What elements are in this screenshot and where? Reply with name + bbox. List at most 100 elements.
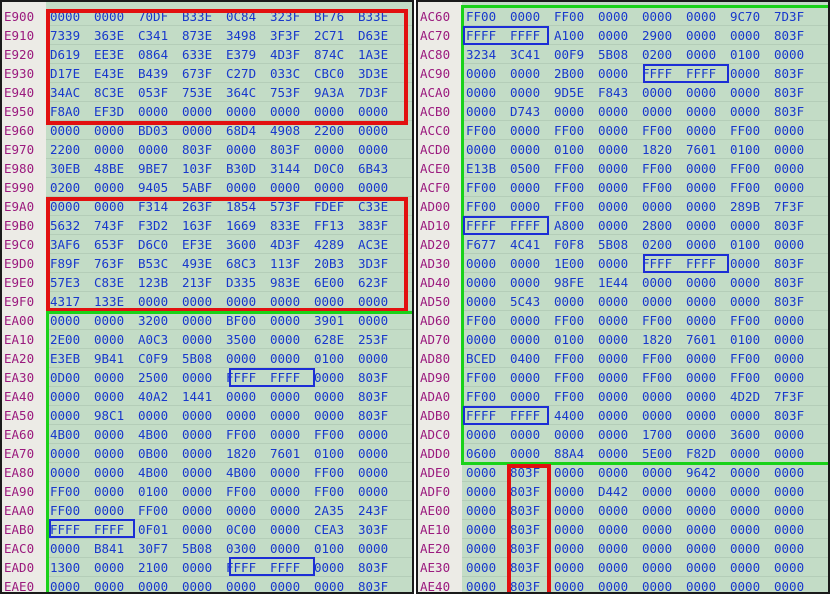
hex-word[interactable]: FF00 — [554, 351, 585, 366]
hex-word[interactable]: 263F — [182, 199, 213, 214]
hex-word[interactable]: 8C3E — [94, 85, 125, 100]
hex-word[interactable]: 0000 — [94, 560, 125, 575]
hex-word[interactable]: 98C1 — [94, 408, 125, 423]
hex-word[interactable]: 0000 — [598, 351, 629, 366]
hex-word[interactable]: 0000 — [182, 427, 213, 442]
hex-word[interactable]: 0000 — [94, 370, 125, 385]
hex-word[interactable]: FF00 — [642, 123, 673, 138]
hex-word[interactable]: 0000 — [774, 484, 805, 499]
hex-word[interactable]: 0000 — [686, 351, 717, 366]
hex-word[interactable]: D6C0 — [138, 237, 169, 252]
hex-word[interactable]: 0000 — [466, 256, 497, 271]
hex-word[interactable]: 803F — [774, 408, 805, 423]
hex-word[interactable]: 5B08 — [598, 237, 629, 252]
hex-word[interactable]: 213F — [182, 275, 213, 290]
hex-word[interactable]: 0000 — [50, 389, 81, 404]
hex-word[interactable]: CBC0 — [314, 66, 345, 81]
hex-word[interactable]: 1820 — [226, 446, 257, 461]
hex-word[interactable]: 0000 — [686, 579, 717, 594]
hex-word[interactable]: 0000 — [510, 370, 541, 385]
hex-word[interactable]: 0000 — [554, 579, 585, 594]
hex-word[interactable]: 0000 — [774, 465, 805, 480]
hex-word[interactable]: 0000 — [466, 85, 497, 100]
hex-word[interactable]: 3F3F — [270, 28, 301, 43]
hex-word[interactable]: 0000 — [358, 104, 389, 119]
hex-word[interactable]: 803F — [774, 66, 805, 81]
hex-word[interactable]: 0000 — [730, 218, 761, 233]
hex-word[interactable]: 803F — [510, 522, 541, 537]
hex-word[interactable]: 3498 — [226, 28, 257, 43]
hex-word[interactable]: 0000 — [466, 66, 497, 81]
hex-word[interactable]: 0000 — [598, 123, 629, 138]
hex-word[interactable]: 0000 — [358, 541, 389, 556]
hex-word[interactable]: 3200 — [138, 313, 169, 328]
hex-word[interactable]: 623F — [358, 275, 389, 290]
hex-panel-right[interactable]: AC60 FF00 0000 FF00 0000 0000 0000 9C70 7D3F AC70… — [416, 0, 830, 594]
hex-word[interactable]: 0000 — [598, 28, 629, 43]
hex-word[interactable]: 0000 — [182, 104, 213, 119]
hex-word[interactable]: 0B00 — [138, 446, 169, 461]
hex-word[interactable]: 0200 — [642, 237, 673, 252]
hex-word[interactable]: 0000 — [598, 256, 629, 271]
hex-word[interactable]: 0000 — [642, 389, 673, 404]
hex-word[interactable]: FFFF — [642, 256, 673, 271]
hex-word[interactable]: E3EB — [50, 351, 81, 366]
hex-word[interactable]: 9B41 — [94, 351, 125, 366]
hex-word[interactable]: 9A3A — [314, 85, 345, 100]
hex-word[interactable]: 1300 — [50, 560, 81, 575]
hex-word[interactable]: 7D3F — [774, 9, 805, 24]
hex-panel-left[interactable]: E900 0000 0000 70DF B33E 0C84 323F BF76 B33E E910… — [0, 0, 414, 594]
hex-word[interactable]: 0000 — [774, 560, 805, 575]
hex-word[interactable]: 493E — [182, 256, 213, 271]
hex-word[interactable]: 0000 — [730, 522, 761, 537]
hex-word[interactable]: D442 — [598, 484, 629, 499]
hex-word[interactable]: 133E — [94, 294, 125, 309]
hex-word[interactable]: 983E — [270, 275, 301, 290]
hex-word[interactable]: 0000 — [686, 522, 717, 537]
hex-word[interactable]: 0000 — [774, 47, 805, 62]
hex-word[interactable]: 803F — [510, 503, 541, 518]
hex-word[interactable]: 0000 — [686, 370, 717, 385]
hex-word[interactable]: 0000 — [270, 579, 301, 594]
hex-word[interactable]: EF3E — [182, 237, 213, 252]
hex-word[interactable]: 803F — [510, 579, 541, 594]
hex-word[interactable]: 0000 — [686, 275, 717, 290]
hex-word[interactable]: 0000 — [642, 541, 673, 556]
hex-word[interactable]: FFFF — [94, 522, 125, 537]
hex-word[interactable]: FF00 — [554, 9, 585, 24]
hex-word[interactable]: 0000 — [226, 351, 257, 366]
hex-word[interactable]: 803F — [358, 389, 389, 404]
hex-word[interactable]: 7D3F — [358, 85, 389, 100]
hex-word[interactable]: 303F — [358, 522, 389, 537]
hex-word[interactable]: 0100 — [314, 446, 345, 461]
hex-word[interactable]: 0000 — [182, 370, 213, 385]
hex-word[interactable]: 0000 — [510, 199, 541, 214]
hex-word[interactable]: 123B — [138, 275, 169, 290]
hex-word[interactable]: 873E — [182, 28, 213, 43]
hex-word[interactable]: 289B — [730, 199, 761, 214]
hex-word[interactable]: 0600 — [466, 446, 497, 461]
hex-word[interactable]: B33E — [358, 9, 389, 24]
hex-word[interactable]: FF00 — [730, 123, 761, 138]
hex-word[interactable]: 0000 — [94, 332, 125, 347]
hex-word[interactable]: 3600 — [730, 427, 761, 442]
hex-word[interactable]: 0000 — [94, 389, 125, 404]
hex-word[interactable]: 3D3F — [358, 256, 389, 271]
hex-word[interactable]: FF00 — [466, 123, 497, 138]
hex-word[interactable]: 0000 — [730, 408, 761, 423]
hex-word[interactable]: 9642 — [686, 465, 717, 480]
hex-word[interactable]: 7601 — [686, 332, 717, 347]
hex-word[interactable]: 5E00 — [642, 446, 673, 461]
hex-word[interactable]: 6B43 — [358, 161, 389, 176]
hex-word[interactable]: 0000 — [94, 579, 125, 594]
hex-word[interactable]: 0000 — [774, 237, 805, 252]
hex-word[interactable]: 0000 — [686, 218, 717, 233]
hex-word[interactable]: 0000 — [642, 560, 673, 575]
hex-word[interactable]: 30F7 — [138, 541, 169, 556]
hex-word[interactable]: 0000 — [466, 560, 497, 575]
hex-word[interactable]: 34AC — [50, 85, 81, 100]
hex-word[interactable]: 0000 — [466, 522, 497, 537]
hex-word[interactable]: 9405 — [138, 180, 169, 195]
hex-word[interactable]: 0000 — [314, 370, 345, 385]
hex-word[interactable]: F314 — [138, 199, 169, 214]
